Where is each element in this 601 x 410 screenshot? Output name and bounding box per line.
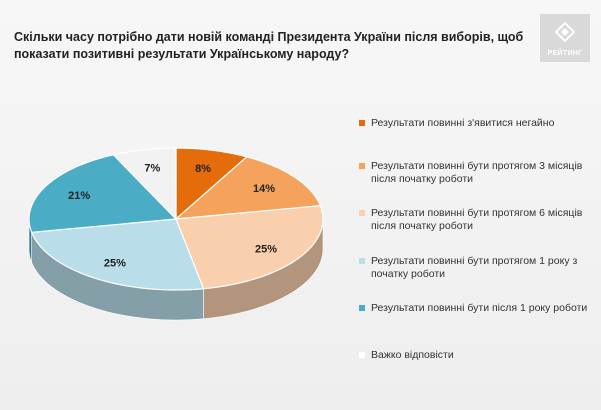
legend-swatch-3 <box>359 258 365 264</box>
pie-value-label-2: 25% <box>255 244 277 256</box>
legend-swatch-4 <box>359 305 365 311</box>
pie-slice-2 <box>175 205 324 290</box>
pie-value-label-4: 21% <box>68 190 90 202</box>
rating-logo-text: РЕЙТИНГ <box>547 50 583 57</box>
pie-slice-5 <box>112 147 177 220</box>
rating-logo-icon <box>555 22 575 42</box>
pie-value-label-5: 7% <box>144 163 160 175</box>
pie-slice-4 <box>28 154 177 233</box>
rating-logo: РЕЙТИНГ <box>540 14 590 62</box>
legend-label-1: Результати повинні бути протягом 3 місяц… <box>371 160 583 185</box>
chart-title: Скільки часу потрібно дати новій команді… <box>14 30 524 61</box>
legend-label-2: Результати повинні бути протягом 6 місяц… <box>371 207 583 232</box>
legend-swatch-0 <box>359 120 365 126</box>
legend-swatch-2 <box>359 210 365 216</box>
legend-label-4: Результати повинні бути після 1 року роб… <box>371 302 588 314</box>
legend-label-0: Результати повинні з'явитися негайно <box>371 117 555 129</box>
legend-label-3: Результати повинні бути протягом 1 року … <box>371 255 578 280</box>
pie-slice-1 <box>175 156 321 220</box>
legend-swatch-1 <box>359 163 365 169</box>
pie-value-label-1: 14% <box>253 183 275 195</box>
pie-slice-0 <box>175 147 248 220</box>
legend-swatch-5 <box>359 352 365 358</box>
legend-label-5: Важко відповісти <box>371 349 454 361</box>
pie-slice-3 <box>31 218 205 291</box>
pie-value-label-0: 8% <box>195 163 211 175</box>
pie-value-label-3: 25% <box>104 258 126 270</box>
